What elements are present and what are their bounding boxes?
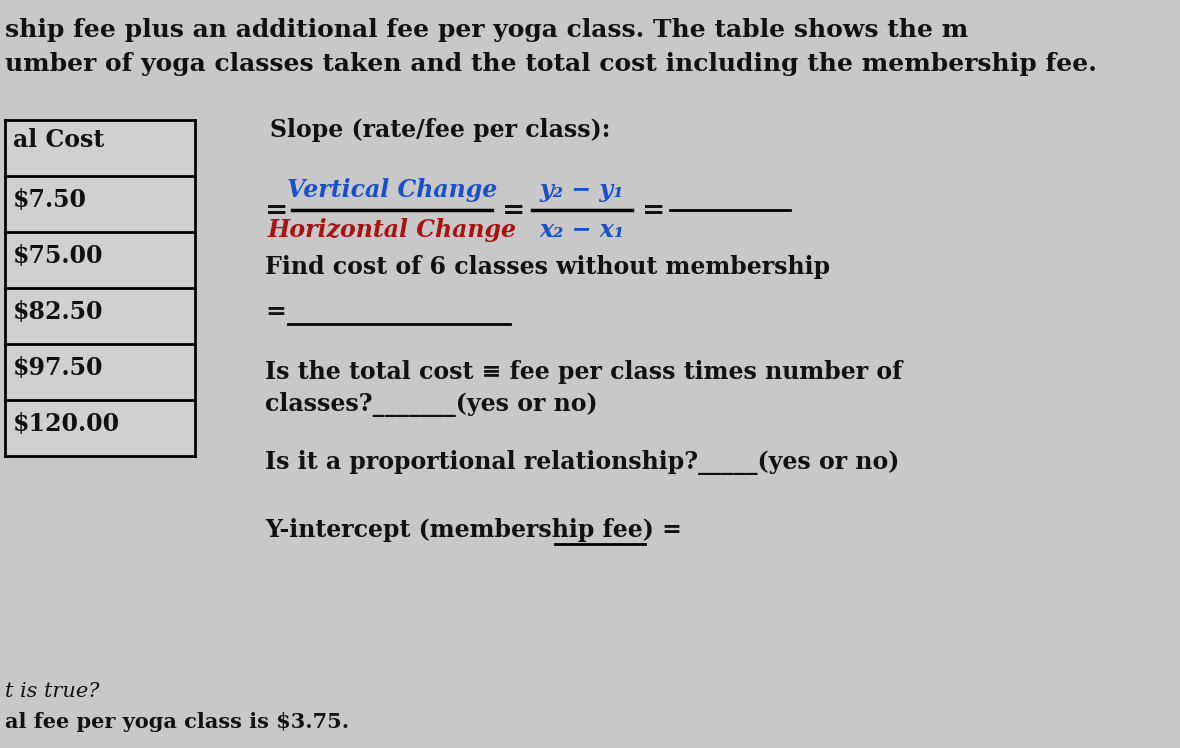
Text: Is it a proportional relationship?_____(yes or no): Is it a proportional relationship?_____(…	[266, 450, 899, 475]
Text: =: =	[502, 197, 525, 224]
Text: al Cost: al Cost	[13, 128, 104, 152]
Bar	[5, 400, 195, 456]
Bar	[5, 176, 195, 232]
Text: ship fee plus an additional fee per yoga class. The table shows the m: ship fee plus an additional fee per yoga…	[5, 18, 969, 42]
Text: umber of yoga classes taken and the total cost including the membership fee.: umber of yoga classes taken and the tota…	[5, 52, 1097, 76]
Text: Y-intercept (membership fee) =: Y-intercept (membership fee) =	[266, 518, 682, 542]
Bar	[5, 232, 195, 288]
Text: $75.00: $75.00	[13, 244, 104, 268]
Text: Vertical Change: Vertical Change	[287, 178, 497, 202]
Text: y₂ − y₁: y₂ − y₁	[539, 178, 624, 202]
Text: al fee per yoga class is $3.75.: al fee per yoga class is $3.75.	[5, 712, 349, 732]
Text: Is the total cost ≡ fee per class times number of: Is the total cost ≡ fee per class times …	[266, 360, 903, 384]
Text: Slope (rate/fee per class):: Slope (rate/fee per class):	[270, 118, 610, 142]
Text: =: =	[266, 197, 288, 224]
Text: x₂ − x₁: x₂ − x₁	[539, 218, 624, 242]
Text: classes?_______(yes or no): classes?_______(yes or no)	[266, 392, 597, 417]
Bar	[5, 344, 195, 400]
Text: Find cost of 6 classes without membership: Find cost of 6 classes without membershi…	[266, 255, 830, 279]
Text: t is true?: t is true?	[5, 682, 99, 701]
Text: =: =	[642, 197, 666, 224]
Text: $82.50: $82.50	[13, 300, 104, 324]
Text: $97.50: $97.50	[13, 356, 104, 380]
Bar	[5, 288, 195, 344]
Text: $7.50: $7.50	[13, 188, 87, 212]
Text: =: =	[266, 300, 286, 324]
Text: Horizontal Change: Horizontal Change	[268, 218, 517, 242]
Bar	[5, 120, 195, 176]
Text: $120.00: $120.00	[13, 412, 120, 436]
